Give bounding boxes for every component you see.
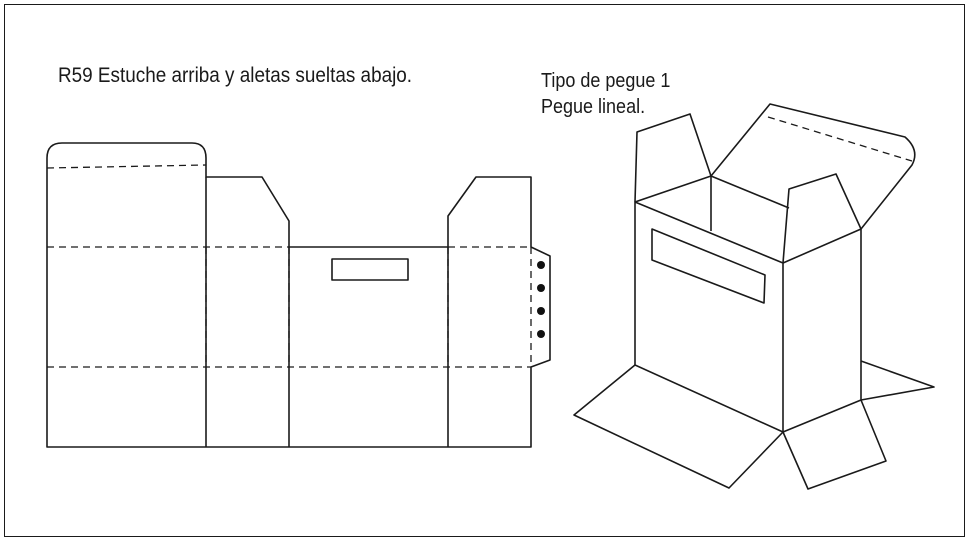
top-tuck-lid xyxy=(710,103,916,230)
glue-type-description: Pegue lineal. xyxy=(541,96,646,118)
template-window xyxy=(331,258,409,281)
glue-dot xyxy=(537,284,545,292)
glue-dots xyxy=(537,261,545,338)
glue-dot xyxy=(537,261,545,269)
assembled-box xyxy=(573,103,935,490)
bottom-flap-left xyxy=(573,364,784,489)
box-front-face xyxy=(634,201,784,433)
bottom-flap-right xyxy=(860,360,935,401)
flat-template xyxy=(46,142,551,448)
tuck-lid-fold xyxy=(767,116,913,162)
diagram-frame xyxy=(4,4,965,537)
template-outline xyxy=(46,142,551,448)
box-side-face xyxy=(782,228,862,433)
box-inner-back xyxy=(634,175,790,209)
tuck-flap-fold xyxy=(46,164,207,169)
top-flap-front-right xyxy=(782,173,862,264)
top-flap-back-left xyxy=(634,113,712,203)
bottom-flap-front xyxy=(782,399,887,490)
diagram-title: R59 Estuche arriba y aletas sueltas abaj… xyxy=(58,64,413,87)
glue-type-label: Tipo de pegue 1 xyxy=(541,70,671,92)
box-window xyxy=(651,228,766,304)
glue-dot xyxy=(537,307,545,315)
glue-dot xyxy=(537,330,545,338)
